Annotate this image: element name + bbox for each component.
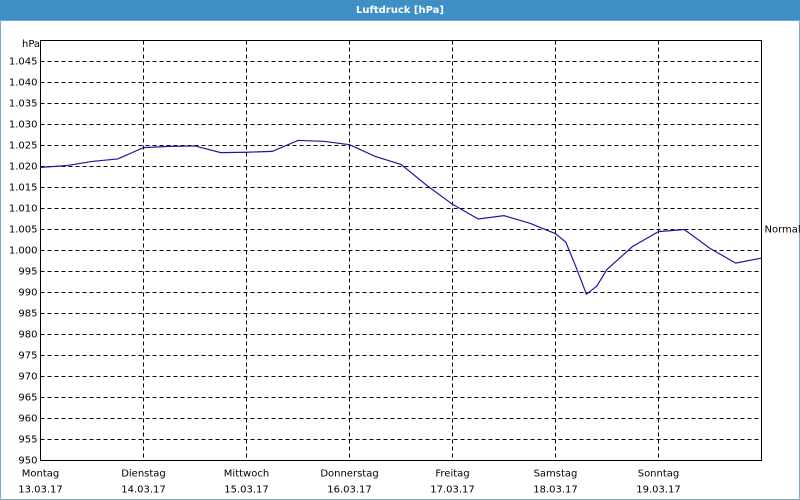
line bbox=[40, 139, 762, 296]
y-tick-label: 1.045 bbox=[9, 57, 38, 68]
y-tick-label: 1.030 bbox=[9, 120, 38, 131]
y-tick-label: 1.025 bbox=[9, 141, 38, 152]
y-tick-label: 970 bbox=[18, 372, 37, 383]
y-tick-label: 1.000 bbox=[9, 246, 38, 257]
x-tick-date: 14.03.17 bbox=[121, 485, 166, 496]
x-tick-day: Donnerstag bbox=[320, 469, 378, 480]
x-tick-day: Dienstag bbox=[121, 469, 166, 480]
x-tick-date: 17.03.17 bbox=[430, 485, 475, 496]
y-tick-label: 965 bbox=[18, 393, 37, 404]
x-tick-date: 13.03.17 bbox=[18, 485, 63, 496]
y-tick-label: 960 bbox=[18, 414, 37, 425]
y-unit: hPa bbox=[22, 39, 40, 50]
normal-label: Normal bbox=[765, 225, 800, 236]
x-tick-date: 15.03.17 bbox=[224, 485, 269, 496]
x-tick-date: 19.03.17 bbox=[636, 485, 681, 496]
y-tick-label: 980 bbox=[18, 330, 37, 341]
y-tick-label: 1.035 bbox=[9, 99, 38, 110]
y-tick-label: 1.005 bbox=[9, 225, 38, 236]
x-tick-date: 16.03.17 bbox=[327, 485, 372, 496]
x-tick-day: Montag bbox=[22, 469, 59, 480]
y-tick-label: 990 bbox=[18, 288, 37, 299]
x-tick-date: 18.03.17 bbox=[533, 485, 578, 496]
y-tick-label: 995 bbox=[18, 267, 37, 278]
title-bar bbox=[0, 0, 800, 20]
y-tick-label: 955 bbox=[18, 435, 37, 446]
y-tick-label: 1.015 bbox=[9, 183, 38, 194]
x-tick-day: Mittwoch bbox=[224, 469, 269, 480]
y-tick-label: 985 bbox=[18, 309, 37, 320]
x-tick-day: Freitag bbox=[435, 469, 469, 480]
frame bbox=[0, 20, 800, 500]
y-tick-label: 1.010 bbox=[9, 204, 38, 215]
chart-title: Luftdruck [hPa] bbox=[356, 5, 444, 16]
y-tick-label: 1.040 bbox=[9, 78, 38, 89]
y-tick-label: 950 bbox=[18, 456, 37, 467]
x-tick-day: Samstag bbox=[534, 469, 578, 480]
x-tick-day: Sonntag bbox=[638, 469, 680, 480]
y-tick-label: 1.020 bbox=[9, 162, 38, 173]
y-tick-label: 975 bbox=[18, 351, 37, 362]
